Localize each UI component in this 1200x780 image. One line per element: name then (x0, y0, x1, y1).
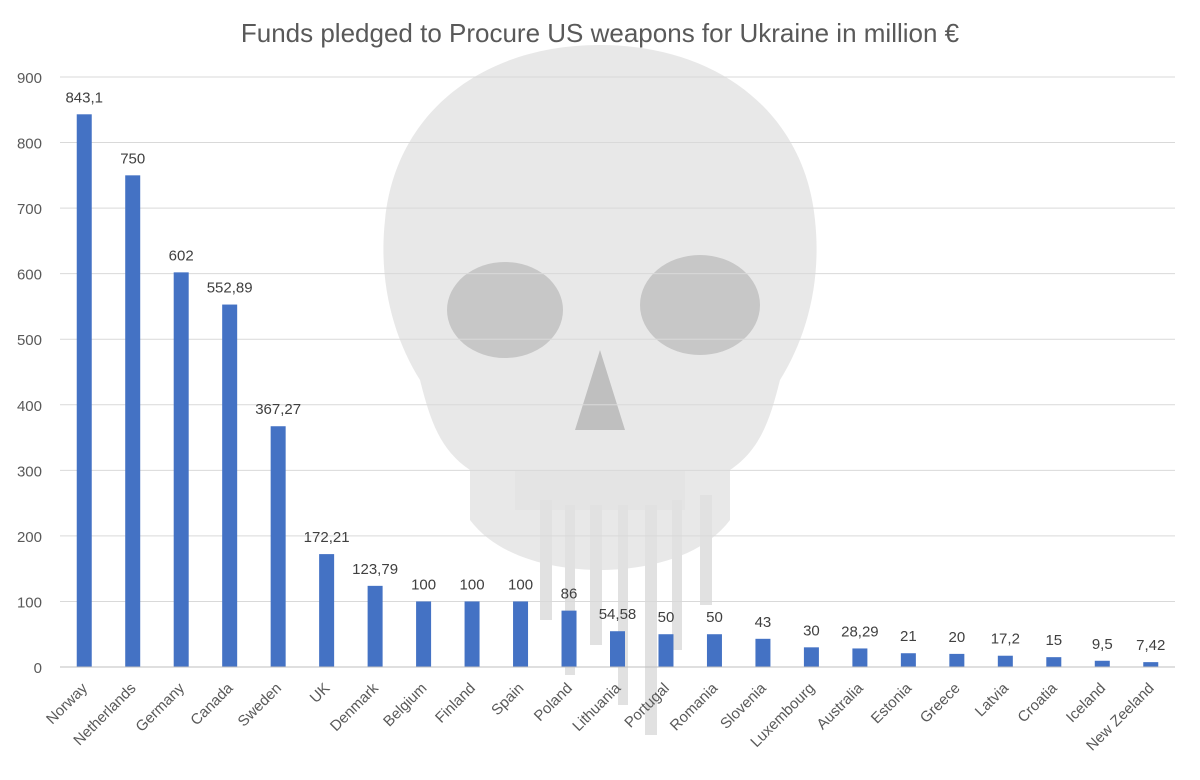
bar-croatia (1046, 657, 1062, 667)
data-label: 30 (803, 622, 820, 639)
bar-slovenia (755, 638, 771, 667)
x-tick-label: Denmark (327, 679, 382, 734)
x-tick-label: Lithuania (569, 679, 625, 735)
y-axis: 0 100 200 300 400 500 600 700 800 900 (17, 70, 42, 677)
data-label: 172,21 (304, 529, 350, 546)
x-tick-label: Norway (43, 679, 91, 727)
bar-lithuania (610, 631, 625, 667)
data-label: 123,79 (352, 561, 398, 578)
bar-latvia (997, 655, 1013, 667)
data-label: 50 (658, 609, 675, 626)
y-tick-label: 500 (17, 332, 42, 349)
y-tick-label: 600 (17, 267, 42, 284)
bars (76, 114, 1159, 668)
data-label: 602 (169, 247, 194, 264)
data-label: 86 (561, 586, 578, 603)
y-tick-label: 100 (17, 594, 42, 611)
y-tick-label: 0 (34, 660, 42, 677)
bar-belgium (416, 601, 432, 667)
bar-portugal (658, 634, 674, 667)
bar-uk (319, 554, 335, 667)
data-label: 50 (706, 609, 723, 626)
x-tick-label: UK (307, 680, 334, 707)
x-tick-label: Greece (917, 680, 964, 727)
bar-australia (852, 648, 868, 667)
bar-netherlands (125, 175, 141, 668)
y-tick-label: 700 (17, 201, 42, 218)
bar-estonia (900, 653, 916, 667)
data-label: 100 (460, 576, 485, 593)
x-tick-label: Sweden (235, 680, 285, 730)
bar-sweden (270, 426, 286, 667)
data-label: 15 (1045, 632, 1062, 649)
skull-watermark (383, 45, 817, 735)
chart-title: Funds pledged to Procure US weapons for … (240, 18, 960, 48)
data-label: 20 (949, 629, 966, 646)
x-tick-label: Latvia (972, 679, 1013, 720)
data-label: 100 (508, 576, 533, 593)
data-label: 100 (411, 576, 436, 593)
bar-iceland (1094, 660, 1110, 667)
skull-eye-right (640, 255, 760, 355)
x-tick-label: Estonia (868, 679, 916, 727)
bar-canada (222, 304, 238, 667)
skull-drips (540, 495, 712, 735)
x-tick-label: Finland (432, 680, 479, 727)
x-tick-label: Germany (132, 679, 188, 735)
data-label: 552,89 (207, 280, 253, 297)
data-label: 367,27 (255, 401, 301, 418)
bar-norway (76, 114, 92, 668)
y-tick-label: 300 (17, 463, 42, 480)
skull-eye-left (447, 262, 563, 358)
bar-luxembourg (803, 647, 819, 667)
bar-new-zeeland (1143, 662, 1159, 667)
data-label: 43 (755, 614, 772, 631)
data-label: 54,58 (599, 606, 637, 623)
x-tick-label: Poland (531, 680, 576, 725)
bar-denmark (367, 585, 383, 667)
bar-germany (173, 272, 189, 667)
bar-poland (561, 610, 577, 667)
x-tick-label: Iceland (1063, 680, 1109, 726)
bar-spain (513, 601, 529, 667)
data-label: 21 (900, 628, 917, 645)
skull-cranium (383, 45, 817, 570)
data-label: 843,1 (65, 89, 103, 106)
skull-nose (575, 350, 625, 430)
data-label: 28,29 (841, 623, 879, 640)
x-tick-label: Croatia (1014, 679, 1061, 726)
y-tick-label: 800 (17, 136, 42, 153)
y-tick-label: 900 (17, 70, 42, 87)
data-label: 9,5 (1092, 636, 1113, 653)
data-label: 750 (120, 150, 145, 167)
y-tick-label: 200 (17, 529, 42, 546)
x-tick-label: Spain (488, 680, 527, 719)
data-label: 17,2 (991, 631, 1020, 648)
y-tick-label: 400 (17, 398, 42, 415)
bar-romania (706, 634, 722, 667)
data-label: 7,42 (1136, 637, 1165, 654)
bar-greece (949, 653, 965, 667)
x-tick-label: Australia (813, 679, 867, 733)
x-tick-label: Romania (667, 679, 722, 734)
x-tick-label: Canada (187, 679, 237, 729)
bar-finland (464, 601, 480, 667)
x-tick-label: Belgium (380, 680, 430, 730)
